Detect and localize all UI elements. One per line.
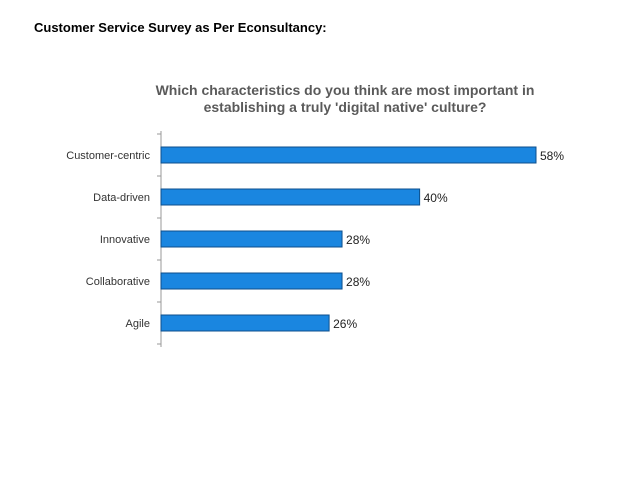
category-label: Data-driven — [93, 192, 150, 204]
category-label: Collaborative — [86, 276, 150, 288]
category-label: Innovative — [100, 234, 150, 246]
value-label: 58% — [540, 149, 564, 163]
value-label: 28% — [346, 233, 370, 247]
bar — [160, 146, 537, 164]
bar — [160, 188, 421, 206]
value-label: 40% — [424, 191, 448, 205]
value-label: 26% — [333, 317, 357, 331]
category-label: Customer-centric — [66, 150, 150, 162]
slide-title: Customer Service Survey as Per Econsulta… — [34, 20, 327, 35]
chart-title: Which characteristics do you think are m… — [120, 82, 570, 116]
value-label: 28% — [346, 275, 370, 289]
bar — [160, 272, 343, 290]
bar — [160, 230, 343, 248]
bar — [160, 314, 330, 332]
chart-title-line-2: establishing a truly 'digital native' cu… — [203, 99, 487, 115]
category-label: Agile — [126, 318, 150, 330]
chart-title-line-1: Which characteristics do you think are m… — [155, 82, 535, 98]
